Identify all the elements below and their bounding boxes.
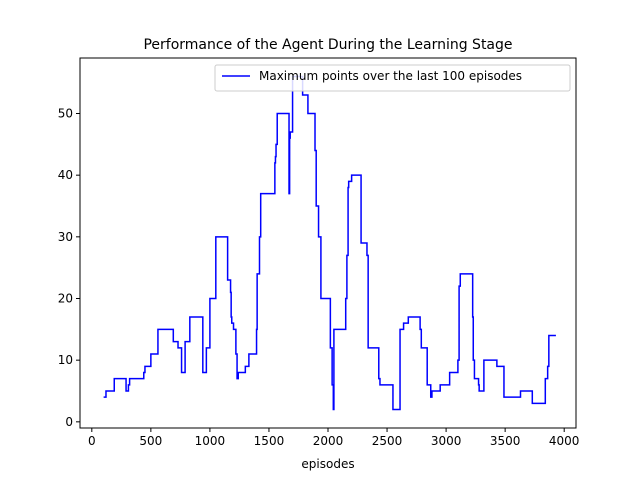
- chart-title: Performance of the Agent During the Lear…: [143, 37, 512, 53]
- x-tick-label: 2500: [372, 434, 403, 448]
- y-tick-label: 40: [58, 168, 73, 182]
- series-line: [103, 75, 556, 411]
- x-tick-label: 500: [139, 434, 162, 448]
- legend-label: Maximum points over the last 100 episode…: [259, 69, 522, 83]
- y-tick-label: 20: [58, 292, 73, 306]
- x-tick-label: 3500: [490, 434, 521, 448]
- legend: Maximum points over the last 100 episode…: [214, 64, 571, 92]
- x-tick-label: 4000: [549, 434, 580, 448]
- y-axis: 0 10 20 30 40 50: [58, 107, 80, 429]
- y-tick-label: 0: [65, 415, 73, 429]
- y-tick-label: 10: [58, 353, 73, 367]
- x-tick-label: 3000: [431, 434, 462, 448]
- x-axis-label: episodes: [301, 457, 354, 471]
- x-tick-label: 1500: [254, 434, 285, 448]
- x-tick-label: 1000: [195, 434, 226, 448]
- y-tick-label: 50: [58, 107, 73, 121]
- y-tick-label: 30: [58, 230, 73, 244]
- x-tick-label: 2000: [313, 434, 344, 448]
- x-axis: 0 500 1000 1500 2000 2500 3000 3500 4000: [88, 428, 579, 448]
- legend-box: [214, 64, 571, 92]
- plot-area: [103, 75, 556, 411]
- x-tick-label: 0: [88, 434, 96, 448]
